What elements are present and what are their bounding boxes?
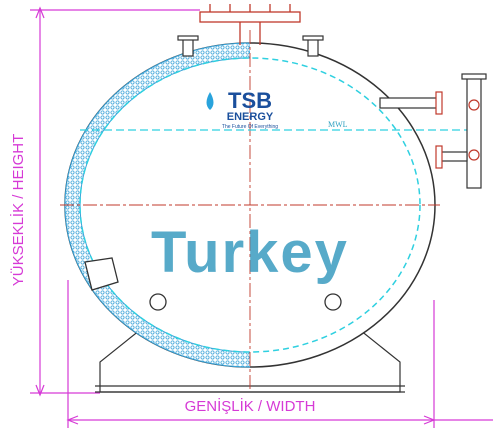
drawing: TSB ENERGY The Future Of Everything MWL … <box>0 0 493 428</box>
height-label: YÜKSEKLİK / HEIGHT <box>9 134 27 287</box>
logo-subtitle: ENERGY <box>227 111 274 123</box>
water-level-label: MWL <box>328 120 348 129</box>
width-label: GENİŞLİK / WIDTH <box>185 397 316 415</box>
watermark: Turkey <box>151 220 349 285</box>
logo-name: TSB <box>228 88 272 113</box>
logo-tagline: The Future Of Everything <box>222 124 278 130</box>
